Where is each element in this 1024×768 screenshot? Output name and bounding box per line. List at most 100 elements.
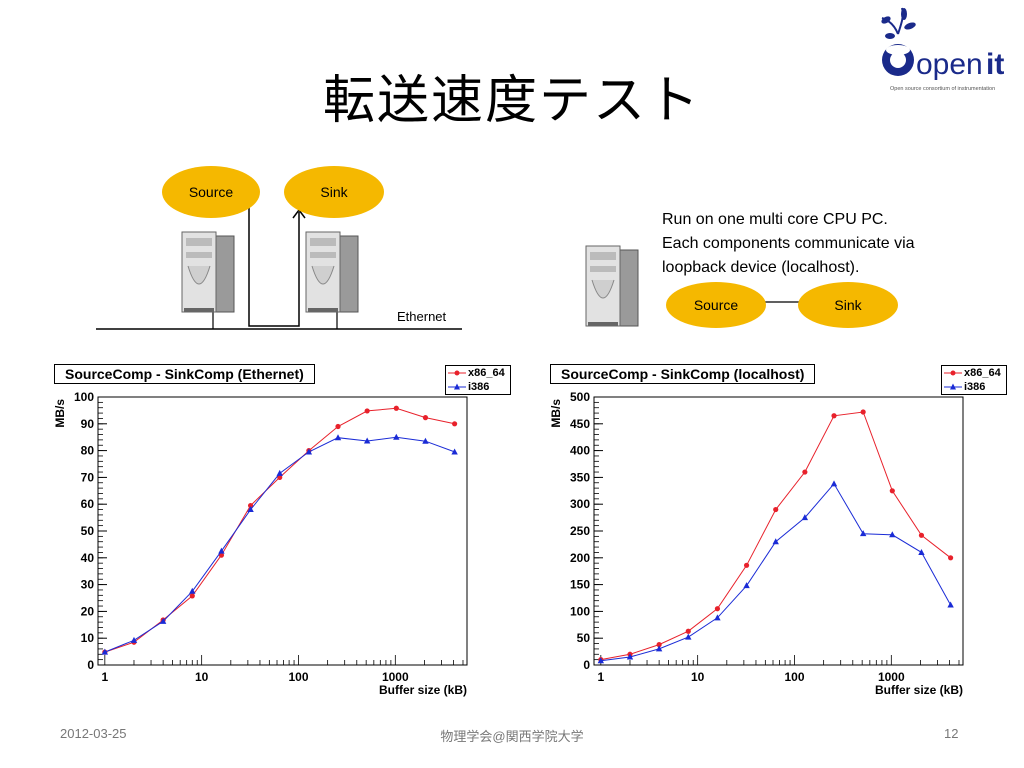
data-point-x86_64 xyxy=(889,488,895,494)
plot-frame xyxy=(97,396,468,666)
chart-ethernet: 0 10 20 30 40 50 60 70 80 90 100 1 10 100 1000 Buffer s… xyxy=(52,362,512,697)
x-tick-label: 1000 xyxy=(878,670,905,684)
data-point-i386 xyxy=(159,617,167,624)
legend-item-i386: i386 xyxy=(942,380,1006,394)
x-tick-label: 1000 xyxy=(382,670,409,684)
caption-line-2: Each components communicate via xyxy=(662,235,915,252)
x-tick-label: 100 xyxy=(784,670,804,684)
y-tick-label: 100 xyxy=(74,390,94,404)
data-point-x86_64 xyxy=(452,421,458,427)
y-tick-label: 300 xyxy=(570,497,590,511)
localhost-source-node: Source xyxy=(666,282,766,328)
legend-item-i386: i386 xyxy=(446,380,510,394)
data-point-i386 xyxy=(393,433,400,440)
server-1-icon xyxy=(181,231,235,313)
data-point-x86_64 xyxy=(277,474,283,480)
server-3-icon xyxy=(585,245,639,327)
localhost-caption: Run on one multi core CPU PC. Each compo… xyxy=(662,208,915,280)
y-tick-label: 400 xyxy=(570,444,590,458)
data-point-i386 xyxy=(305,448,313,455)
y-tick-label: 90 xyxy=(81,417,95,431)
y-tick-label: 500 xyxy=(570,390,590,404)
y-tick-label: 40 xyxy=(81,551,95,565)
x-axis-label: Buffer size (kB) xyxy=(875,683,963,697)
y-tick-label: 250 xyxy=(570,524,590,538)
data-point-x86_64 xyxy=(364,408,370,414)
data-point-i386 xyxy=(363,437,371,444)
data-point-x86_64 xyxy=(189,593,195,599)
data-point-i386 xyxy=(918,548,925,555)
data-point-i386 xyxy=(451,448,458,455)
y-tick-label: 350 xyxy=(570,470,590,484)
y-tick-label: 20 xyxy=(81,604,95,618)
data-point-i386 xyxy=(859,530,867,537)
server-2-icon xyxy=(305,231,359,313)
chart-localhost: 0 50 100 150 200 250 300 350 400 450 500 1 10 100 1000… xyxy=(548,362,1008,697)
y-tick-label: 200 xyxy=(570,551,590,565)
y-tick-label: 0 xyxy=(87,658,94,672)
data-point-i386 xyxy=(422,437,429,444)
y-axis-label: MB/s xyxy=(53,399,67,428)
legend-label-i386: i386 xyxy=(964,381,986,393)
series-line-i386 xyxy=(104,436,455,653)
localhost-sink-node: Sink xyxy=(798,282,898,328)
data-point-x86_64 xyxy=(773,506,779,513)
data-point-i386 xyxy=(685,633,692,640)
data-point-i386 xyxy=(218,547,225,554)
data-point-i386 xyxy=(626,653,634,660)
data-point-x86_64 xyxy=(393,405,399,411)
logo-text-open: open xyxy=(916,48,983,81)
x-tick-label: 10 xyxy=(195,670,209,684)
y-tick-label: 70 xyxy=(81,470,95,484)
plot-frame xyxy=(593,396,964,666)
data-point-x86_64 xyxy=(218,552,225,558)
data-point-i386 xyxy=(597,657,605,664)
series-line-x86_64 xyxy=(104,407,455,653)
ethernet-label: Ethernet xyxy=(397,309,447,324)
data-point-i386 xyxy=(130,636,138,643)
chart-localhost-plot: 0 50 100 150 200 250 300 350 400 450 500 1 10 100 1000… xyxy=(549,390,964,697)
data-point-x86_64 xyxy=(656,642,662,648)
ethernet-diagram: Source Sink Ethernet xyxy=(90,160,470,340)
localhost-diagram: Run on one multi core CPU PC. Each compo… xyxy=(580,206,960,331)
logo-tagline: Open source consortium of instrumentatio… xyxy=(890,86,995,92)
data-point-i386 xyxy=(101,648,109,655)
legend-label-i386: i386 xyxy=(468,381,490,393)
x-tick-label: 10 xyxy=(691,670,705,684)
chart-localhost-legend: x86_64 i386 xyxy=(941,365,1007,395)
logo-text-it: it xyxy=(986,48,1004,81)
y-tick-label: 60 xyxy=(81,497,95,511)
x-tick-label: 1 xyxy=(101,670,108,684)
y-tick-label: 10 xyxy=(81,631,95,645)
legend-item-x86-64: x86_64 xyxy=(942,366,1006,380)
data-point-i386 xyxy=(189,587,196,594)
data-point-i386 xyxy=(743,582,750,589)
legend-label-x86-64: x86_64 xyxy=(964,367,1001,379)
data-point-x86_64 xyxy=(335,423,341,430)
data-point-i386 xyxy=(247,506,254,513)
data-point-x86_64 xyxy=(714,606,721,612)
y-tick-label: 50 xyxy=(81,524,95,538)
data-point-i386 xyxy=(801,514,809,521)
y-tick-label: 450 xyxy=(570,417,590,431)
y-axis-label: MB/s xyxy=(549,399,563,428)
legend-item-x86-64: x86_64 xyxy=(446,366,510,380)
y-tick-label: 100 xyxy=(570,604,590,618)
data-point-i386 xyxy=(947,601,954,608)
series-line-x86_64 xyxy=(600,411,951,661)
x-axis-label: Buffer size (kB) xyxy=(379,683,467,697)
data-point-i386 xyxy=(334,434,342,441)
y-tick-label: 30 xyxy=(81,578,95,592)
openit-logo-graphic: open it Open source consortium of instru… xyxy=(881,7,1004,92)
ethernet-wiring xyxy=(96,200,462,330)
data-point-i386 xyxy=(772,538,779,545)
data-point-x86_64 xyxy=(422,415,429,421)
data-point-x86_64 xyxy=(743,562,750,568)
slide-title: 転送速度テスト xyxy=(322,71,701,131)
y-tick-label: 80 xyxy=(81,444,95,458)
data-point-x86_64 xyxy=(860,409,866,415)
y-tick-label: 150 xyxy=(570,578,590,592)
y-tick-label: 50 xyxy=(577,631,591,645)
data-point-x86_64 xyxy=(948,555,954,561)
